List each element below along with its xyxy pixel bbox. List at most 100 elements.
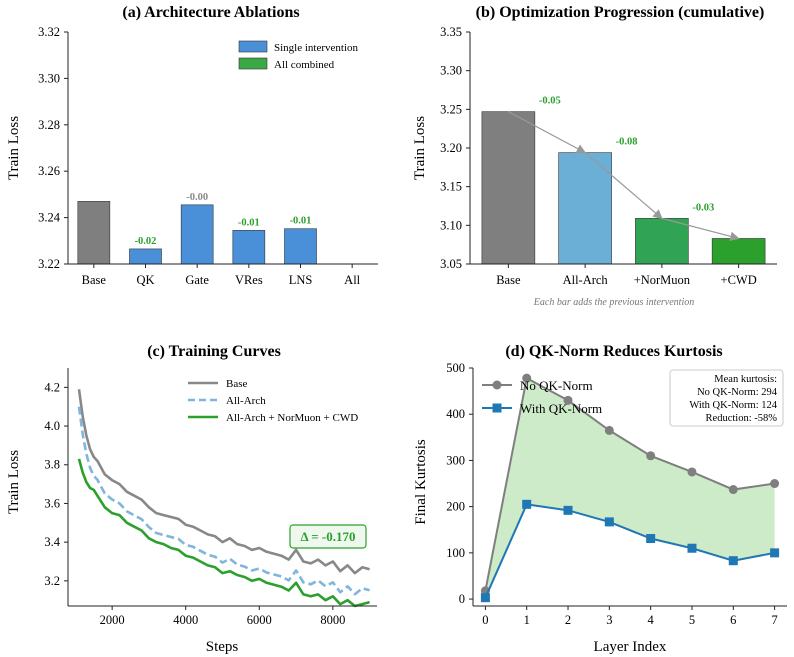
x-tick-label: LNS (289, 273, 313, 287)
y-tick-label: 400 (446, 407, 465, 421)
data-label: -0.00 (186, 192, 208, 203)
series-line (484, 503, 775, 599)
data-point (480, 593, 490, 603)
data-label: -0.01 (290, 216, 312, 227)
x-tick-label: 5 (689, 613, 695, 627)
stats-line: Mean kurtosis: (714, 374, 777, 385)
y-axis-label: Train Loss (6, 116, 22, 180)
chart-note: Each bar adds the previous intervention (533, 297, 694, 308)
data-point (522, 373, 532, 383)
legend-label-all-arch: All-Arch (226, 395, 266, 407)
y-axis-label: Train Loss (6, 450, 22, 514)
data-point (522, 499, 532, 509)
delta-annotation: Δ = -0.170 (289, 524, 367, 549)
y-tick-label: 3.8 (44, 458, 60, 472)
y-tick-label: 3.15 (440, 180, 462, 194)
stats-line: Reduction: -58% (706, 413, 778, 424)
y-tick-label: 3.35 (440, 25, 462, 39)
x-axis-label: Layer Index (594, 639, 667, 655)
x-tick-label: 3 (606, 613, 612, 627)
x-tick-label: Gate (185, 273, 209, 287)
y-tick-label: 4.0 (44, 419, 60, 433)
fill-between (485, 378, 775, 598)
x-tick-label: 0 (482, 613, 488, 627)
delta-label: -0.08 (616, 137, 638, 148)
y-tick-label: 3.4 (44, 535, 60, 549)
bar (77, 201, 111, 265)
stats-line: No QK-Norm: 294 (697, 387, 778, 398)
legend: Base All-Arch All-Arch + NorMuon + CWD (188, 378, 358, 424)
y-axis-label: Train Loss (412, 116, 428, 180)
delta-label: -0.03 (692, 202, 714, 213)
legend-label-with-qk-norm: With QK-Norm (520, 401, 602, 416)
legend: No QK-Norm With QK-Norm (482, 378, 602, 416)
y-tick-label: 3.28 (38, 118, 60, 132)
data-point (604, 425, 614, 435)
delta-annotation-text: Δ = -0.170 (301, 529, 356, 544)
bar (481, 111, 536, 265)
x-tick-label: 2000 (100, 613, 125, 627)
x-tick-label: Base (496, 273, 521, 287)
y-tick-label: 300 (446, 453, 465, 467)
chart-title: (b) Optimization Progression (cumulative… (476, 4, 765, 21)
x-tick-label: 7 (771, 613, 777, 627)
chart-title: (a) Architecture Ablations (122, 4, 299, 21)
y-tick-label: 3.22 (38, 257, 60, 271)
data-point (646, 534, 656, 544)
x-tick-label: QK (136, 273, 154, 287)
x-tick-label: 8000 (320, 613, 345, 627)
x-tick-label: 6000 (247, 613, 272, 627)
data-point (770, 548, 780, 558)
panel-optimization-progression: (b) Optimization Progression (cumulative… (412, 4, 777, 308)
legend-label-no-qk-norm: No QK-Norm (520, 378, 593, 393)
legend: Single intervention All combined (238, 40, 359, 71)
delta-label: -0.05 (539, 96, 561, 107)
series-line (77, 389, 370, 575)
x-axis-label: Steps (206, 639, 239, 655)
data-label: -0.02 (135, 236, 157, 247)
bar (129, 248, 162, 265)
x-tick-label: 4 (648, 613, 655, 627)
y-tick-label: 3.6 (44, 496, 60, 510)
x-tick-label: 2 (565, 613, 571, 627)
y-tick-label: 3.25 (440, 102, 462, 116)
series-line (77, 458, 370, 608)
y-tick-label: 3.32 (38, 25, 60, 39)
x-tick-label: VRes (235, 273, 263, 287)
progression-arrow (584, 152, 663, 220)
y-tick-label: 0 (459, 592, 465, 606)
data-point (728, 556, 738, 566)
bar (284, 228, 317, 265)
x-tick-label: +CWD (721, 273, 757, 287)
bar (232, 230, 266, 265)
y-tick-label: 3.30 (440, 64, 462, 78)
chart-title: (c) Training Curves (147, 343, 281, 360)
y-tick-label: 500 (446, 361, 465, 375)
data-point (728, 485, 738, 495)
data-point (604, 517, 614, 527)
stats-line: With QK-Norm: 124 (689, 400, 777, 411)
panel-training-curves: (c) Training Curves Train Loss Steps 3.2… (6, 343, 377, 655)
x-tick-label: All-Arch (563, 273, 609, 287)
legend-label-combined: All combined (274, 59, 335, 71)
data-point (687, 467, 697, 477)
y-tick-label: 3.24 (38, 211, 61, 225)
y-tick-label: 3.26 (38, 164, 60, 178)
legend-label-base: Base (226, 378, 248, 390)
y-tick-label: 3.10 (440, 218, 462, 232)
bar (711, 238, 766, 265)
data-point (687, 543, 697, 553)
y-tick-label: 3.2 (44, 574, 60, 588)
x-tick-label: Base (82, 273, 107, 287)
y-tick-label: 100 (446, 546, 465, 560)
data-label: -0.01 (238, 217, 260, 228)
legend-label-combined: All-Arch + NorMuon + CWD (226, 412, 358, 424)
panel-architecture-ablations: (a) Architecture Ablations Train Loss -0… (6, 4, 378, 287)
progression-arrow (508, 111, 587, 154)
x-tick-label: 6 (730, 613, 736, 627)
progression-arrow (661, 217, 740, 241)
legend-label-single: Single intervention (274, 42, 359, 54)
x-tick-label: All (344, 273, 361, 287)
x-tick-label: 4000 (173, 613, 198, 627)
series-line (484, 376, 775, 591)
